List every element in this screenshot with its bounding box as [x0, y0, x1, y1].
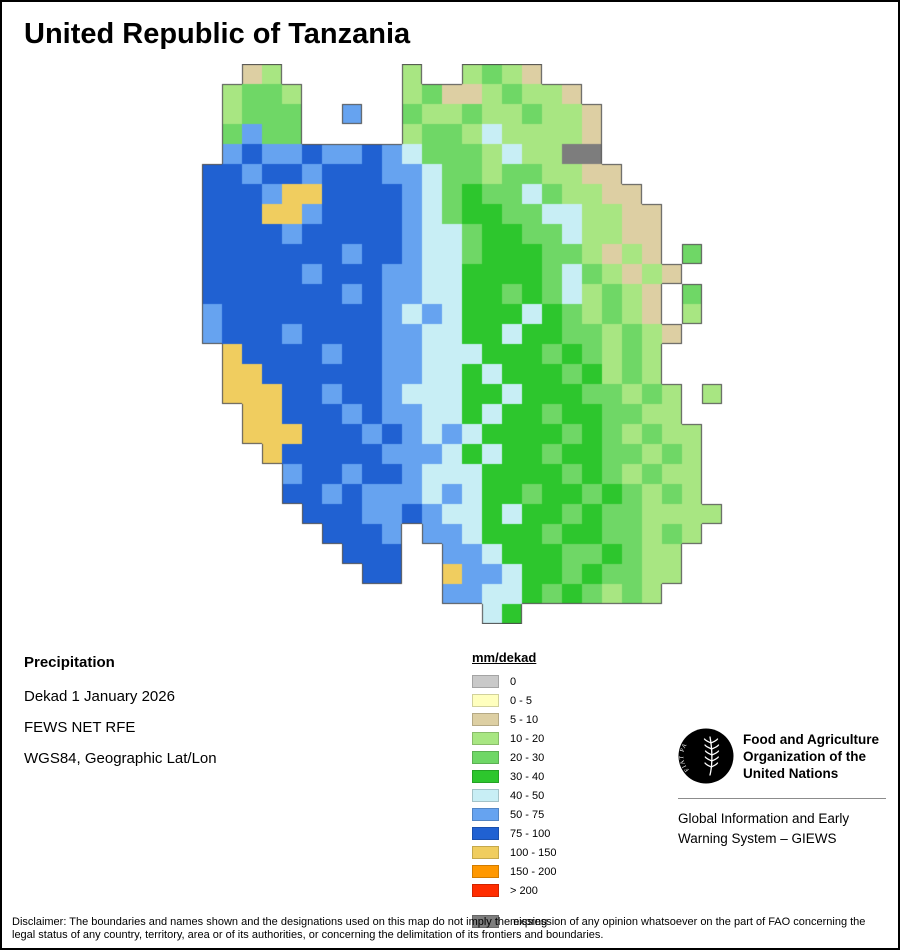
legend-label: > 200 [510, 884, 538, 897]
legend-swatch [472, 846, 499, 859]
legend-item: 150 - 200 [472, 862, 556, 881]
legend-swatch [472, 732, 499, 745]
legend-swatch [472, 713, 499, 726]
fao-org-name: Food and Agriculture Organization of the… [743, 728, 879, 782]
legend-swatch [472, 808, 499, 821]
disclaimer-text: Disclaimer: The boundaries and names sho… [12, 916, 866, 941]
legend-item: 30 - 40 [472, 767, 556, 786]
legend-item: 50 - 75 [472, 805, 556, 824]
legend-label: 0 - 5 [510, 694, 533, 707]
legend-item: 40 - 50 [472, 786, 556, 805]
legend-item: 0 [472, 672, 556, 691]
legend-item: 0 - 5 [472, 691, 556, 710]
giews-label: Global Information and Early Warning Sys… [678, 809, 886, 849]
legend-item: > 200 [472, 881, 556, 900]
legend-label: 50 - 75 [510, 808, 545, 821]
legend-item: 75 - 100 [472, 824, 556, 843]
page-title: United Republic of Tanzania [24, 18, 411, 50]
legend-label: 40 - 50 [510, 789, 545, 802]
legend-swatch [472, 751, 499, 764]
legend-label: 150 - 200 [510, 865, 557, 878]
legend-label: 20 - 30 [510, 751, 545, 764]
legend-item: 20 - 30 [472, 748, 556, 767]
legend-swatch [472, 915, 499, 928]
legend-swatch [472, 770, 499, 783]
fao-org-name-line: Organization of the [743, 749, 866, 764]
map-info-block: Precipitation Dekad 1 January 2026 FEWS … [24, 654, 217, 781]
giews-line: Global Information and Early [678, 811, 850, 826]
fao-motto-text: FIAT PANIS [678, 728, 690, 773]
fao-org-name-line: Food and Agriculture [743, 732, 879, 747]
fao-logo: FIAT PANIS Food and Agriculture Organiza… [678, 728, 886, 784]
giews-line: Warning System – GIEWS [678, 831, 837, 846]
legend-item: 10 - 20 [472, 729, 556, 748]
info-line-dekad: Dekad 1 January 2026 [24, 688, 175, 705]
legend-label: 75 - 100 [510, 827, 551, 840]
legend-item-missing: missing [472, 912, 556, 931]
legend-label: 100 - 150 [510, 846, 557, 859]
legend-item: 5 - 10 [472, 710, 556, 729]
legend: mm/dekad 0 0 - 5 5 - 10 10 - 20 20 - 30 … [472, 650, 556, 931]
footer-divider [678, 798, 886, 799]
fao-org-name-line: United Nations [743, 766, 839, 781]
legend-label: 5 - 10 [510, 713, 539, 726]
legend-label: 30 - 40 [510, 770, 545, 783]
info-heading: Precipitation [24, 654, 115, 671]
legend-swatch [472, 694, 499, 707]
legend-label: 10 - 20 [510, 732, 545, 745]
legend-label: 0 [510, 675, 517, 688]
svg-text:FIAT PANIS: FIAT PANIS [678, 728, 691, 773]
legend-label: missing [510, 915, 548, 928]
fao-emblem-icon: FIAT PANIS [678, 728, 734, 784]
legend-swatch [472, 884, 499, 897]
legend-swatch [472, 827, 499, 840]
info-line-source: FEWS NET RFE [24, 719, 136, 736]
wheat-icon [703, 736, 720, 776]
legend-swatch [472, 675, 499, 688]
legend-title: mm/dekad [472, 650, 537, 665]
legend-item: 100 - 150 [472, 843, 556, 862]
legend-swatch [472, 789, 499, 802]
legend-swatch [472, 865, 499, 878]
fao-footer: FIAT PANIS Food and Agriculture Organiza… [678, 728, 886, 849]
precipitation-map [182, 64, 742, 624]
info-line-projection: WGS84, Geographic Lat/Lon [24, 750, 217, 767]
